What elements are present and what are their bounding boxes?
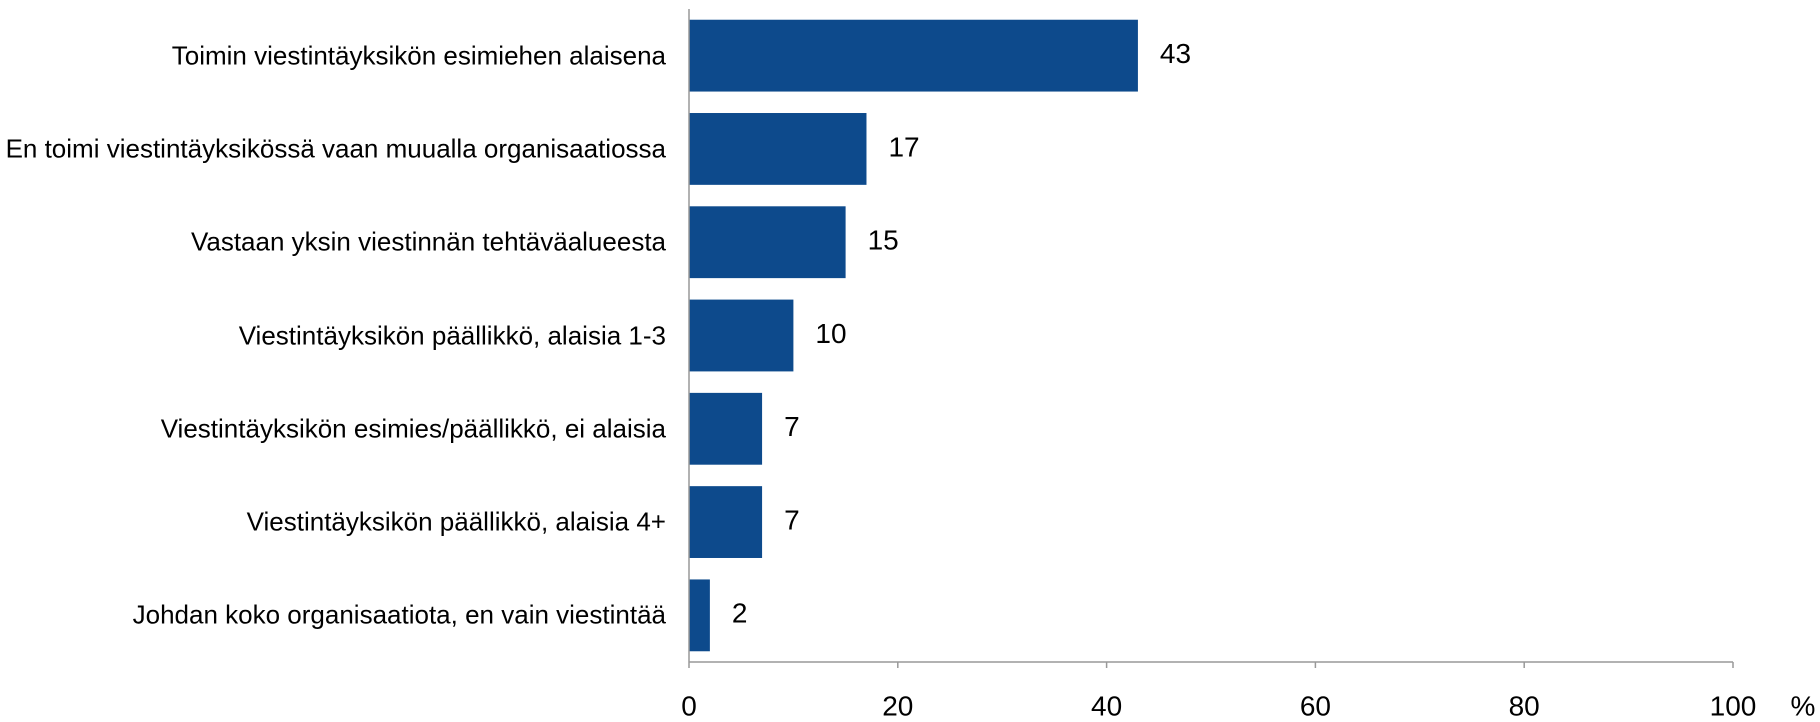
x-tick-label: 20: [882, 690, 913, 721]
x-axis-label: %: [1791, 690, 1816, 721]
y-tick-label: Toimin viestintäyksikön esimiehen alaise…: [171, 40, 666, 71]
value-label: 7: [784, 411, 800, 442]
value-label: 7: [784, 504, 800, 535]
x-tick-label: 60: [1300, 690, 1331, 721]
y-tick-label: En toimi viestintäyksikössä vaan muualla…: [5, 133, 666, 164]
bar: [689, 392, 763, 465]
value-label: 2: [732, 598, 748, 629]
value-label: 10: [815, 318, 846, 349]
x-tick-label: 40: [1091, 690, 1122, 721]
bar: [689, 19, 1138, 92]
value-label: 15: [868, 225, 899, 256]
y-tick-label: Viestintäyksikön päällikkö, alaisia 4+: [246, 506, 666, 537]
bar: [689, 579, 710, 652]
bar: [689, 299, 794, 372]
bar: [689, 206, 846, 279]
bar: [689, 113, 867, 185]
x-tick-label: 80: [1509, 690, 1540, 721]
x-tick-label: 0: [681, 690, 697, 721]
y-tick-label: Vastaan yksin viestinnän tehtäväalueesta: [190, 226, 666, 257]
y-tick-label: Viestintäyksikön päällikkö, alaisia 1-3: [238, 319, 666, 350]
value-label: 17: [888, 131, 919, 162]
bar: [689, 486, 763, 558]
y-tick-label: Viestintäyksikön esimies/päällikkö, ei a…: [160, 413, 666, 444]
x-tick-label: 100: [1710, 690, 1757, 721]
y-tick-label: Johdan koko organisaatiota, en vain vies…: [132, 599, 666, 630]
value-label: 43: [1160, 38, 1191, 69]
